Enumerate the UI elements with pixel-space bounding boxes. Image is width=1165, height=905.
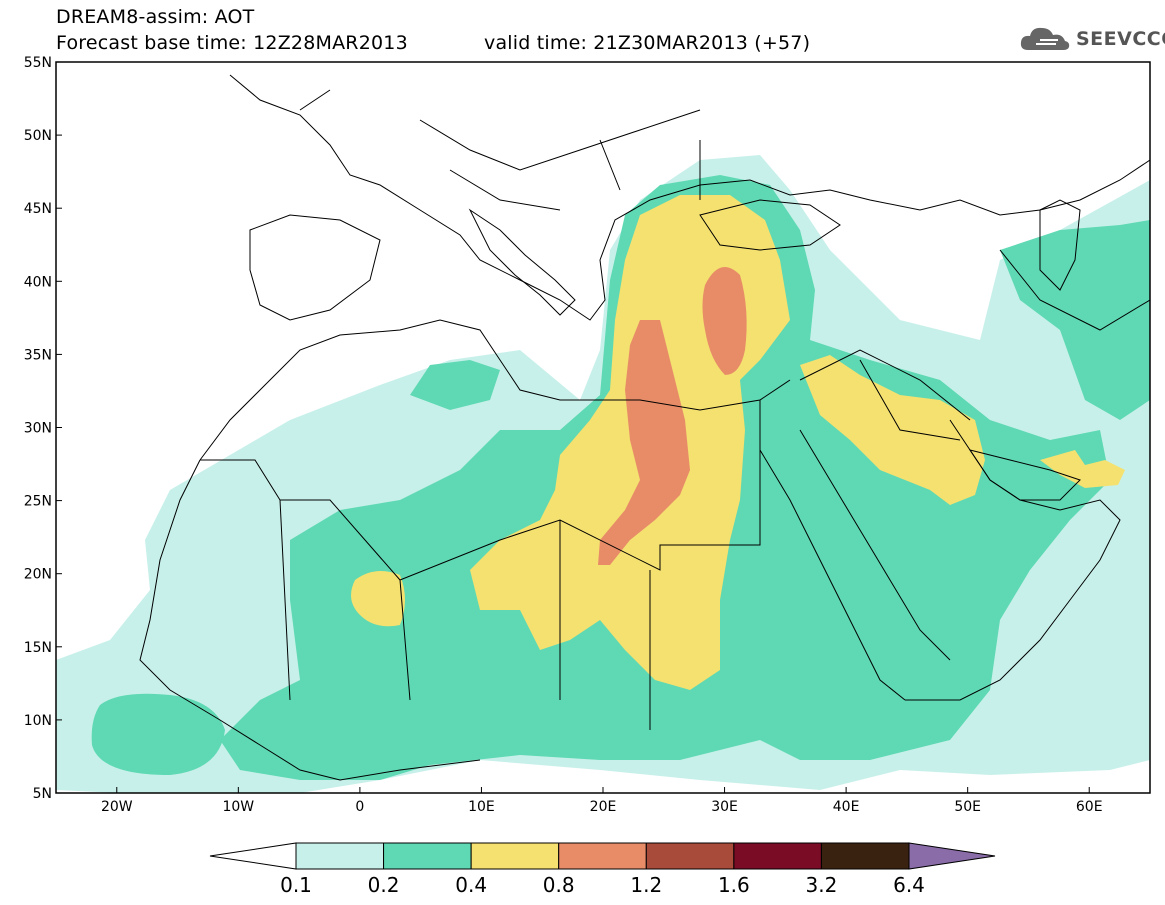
lat-label: 35N: [24, 347, 52, 363]
aot-band-0.8: [598, 320, 690, 565]
aot-band-0.2-west: [91, 693, 226, 775]
colorbar-label: 0.2: [368, 873, 400, 897]
cloud-icon: [1020, 27, 1070, 50]
north-africa-coastline: [199, 319, 791, 461]
colorbar-label: 1.6: [718, 873, 750, 897]
aot-contour-fields: [56, 155, 1150, 793]
lat-label: 50N: [24, 128, 52, 144]
iberia-coastline: [249, 214, 381, 321]
forecast-base-time: Forecast base time: 12Z28MAR2013: [56, 32, 408, 54]
aot-band-0.4-mideast: [800, 355, 985, 505]
colorbar-box: [645, 842, 735, 870]
colorbar-label: 6.4: [893, 873, 925, 897]
lon-label: 20W: [101, 799, 133, 815]
lat-label: 45N: [24, 201, 52, 217]
colorbar-label: 1.2: [630, 873, 662, 897]
logo-text: SEEVCCC: [1076, 28, 1165, 50]
mideast-borders: [799, 249, 1150, 441]
lon-label: 40E: [833, 799, 860, 815]
aot-band-0.4-gulf: [1040, 450, 1125, 488]
lat-label: 25N: [24, 494, 52, 510]
coastlines-and-borders: [139, 74, 1150, 781]
lat-label: 10N: [24, 713, 52, 729]
lat-label: 40N: [24, 274, 52, 290]
colorbar-label: 3.2: [806, 873, 838, 897]
map-title: DREAM8-assim: AOT: [56, 6, 255, 28]
lon-label: 10E: [468, 799, 495, 815]
lon-label: 10W: [222, 799, 254, 815]
italy-coastline: [468, 208, 576, 316]
colorbar-box: [558, 842, 647, 870]
aot-band-0.8-east: [702, 267, 747, 375]
black-sea: [699, 199, 841, 251]
lon-label: 0: [355, 799, 364, 815]
lat-label: 30N: [24, 421, 52, 437]
valid-time: valid time: 21Z30MAR2013 (+57): [484, 32, 811, 54]
lon-label: 50E: [954, 799, 981, 815]
europe-coastline: [229, 74, 1150, 321]
aot-band-0.2-nw: [410, 360, 500, 410]
europe-borders: [299, 89, 701, 211]
lon-label: 60E: [1076, 799, 1103, 815]
colorbar-under: [209, 842, 297, 870]
caspian-sea: [1039, 199, 1081, 291]
colorbar-label: 0.8: [543, 873, 575, 897]
lat-label: 20N: [24, 567, 52, 583]
latitude-axis: 55N 50N 45N 40N 35N 30N 25N 20N 15N 10N 5N: [24, 55, 62, 802]
persian-gulf: [968, 449, 1081, 501]
lon-label: 30E: [711, 799, 738, 815]
colorbar-box: [295, 842, 385, 870]
seevccc-logo: SEEVCCC: [1018, 22, 1165, 56]
colorbar-box: [820, 842, 910, 870]
aot-band-0.4-blob: [351, 571, 405, 627]
lat-label: 15N: [24, 640, 52, 656]
colorbar: 0.1 0.2 0.4 0.8 1.2 1.6 3.2 6.4: [209, 842, 996, 897]
red-sea-coastline: [759, 429, 951, 701]
africa-borders: [200, 400, 761, 730]
aot-band-0.2-east: [1000, 220, 1150, 420]
lat-label: 55N: [24, 55, 52, 71]
lon-label: 20E: [590, 799, 617, 815]
colorbar-label: 0.1: [280, 873, 312, 897]
lat-label: 5N: [33, 786, 52, 802]
colorbar-label: 0.4: [455, 873, 487, 897]
colorbar-box: [733, 842, 822, 870]
colorbar-box: [470, 842, 560, 870]
west-africa-coastline: [139, 459, 481, 781]
colorbar-over: [908, 842, 996, 870]
colorbar-box: [383, 842, 472, 870]
longitude-axis: 20W 10W 0 10E 20E 30E 40E 50E 60E: [101, 787, 1103, 815]
